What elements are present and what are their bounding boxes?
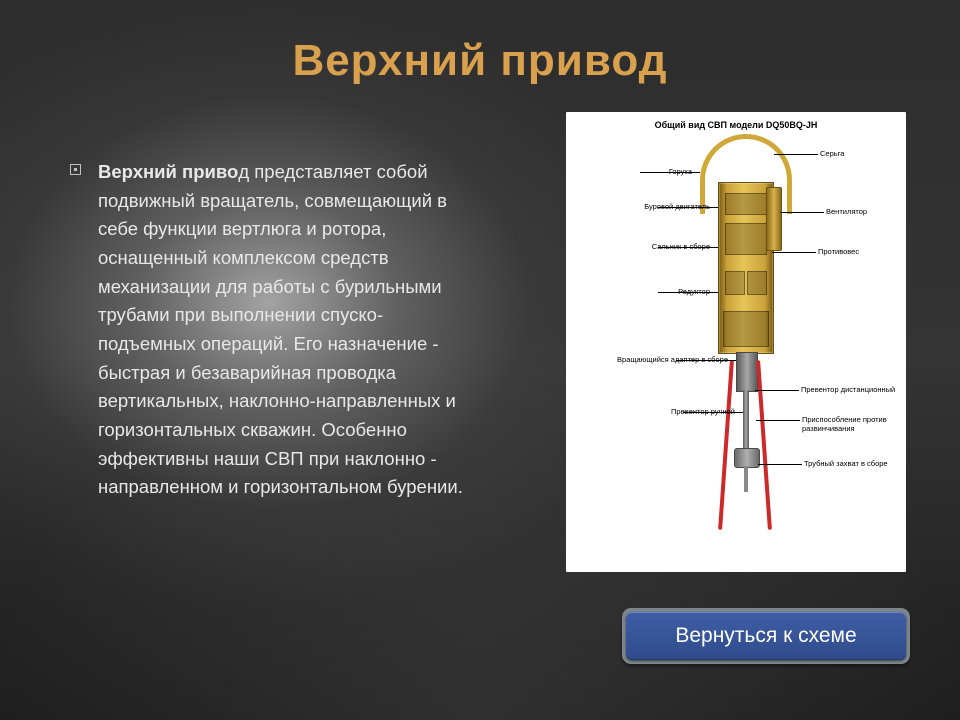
diagram-leader: [758, 464, 802, 465]
body-bold-tail: д: [238, 161, 249, 182]
body-text: Верхний привод представляет собой подвиж…: [98, 158, 468, 502]
top-drive-diagram: Общий вид СВП модели DQ50BQ-JH ГорукаБур…: [566, 112, 906, 572]
diagram-leader: [658, 247, 718, 248]
diagram-pipe-clamp: [734, 448, 760, 468]
diagram-leader: [774, 154, 818, 155]
diagram-label-right: Трубный захват в сборе: [804, 460, 902, 469]
body-rest: представляет собой подвижный вращатель, …: [98, 161, 463, 497]
diagram-leader: [756, 420, 800, 421]
diagram-label-right: Противовес: [818, 248, 902, 257]
diagram-label-right: Приспособление против развинчивания: [802, 416, 902, 433]
diagram-leader: [755, 390, 799, 391]
diagram-label-right: Вентилятор: [826, 208, 902, 217]
diagram-link-left: [718, 360, 734, 530]
diagram-stem-lower: [744, 466, 748, 492]
diagram-link-right: [756, 360, 772, 530]
return-button-frame: Вернуться к схеме: [622, 608, 910, 664]
diagram-leader: [676, 360, 736, 361]
diagram-leader: [640, 172, 700, 173]
diagram-label-right: Превентор дистанционный: [801, 386, 902, 395]
diagram-title: Общий вид СВП модели DQ50BQ-JH: [566, 120, 906, 130]
diagram-leader: [658, 292, 718, 293]
body-bold: Верхний приво: [98, 161, 238, 182]
diagram-leader: [780, 212, 824, 213]
bullet-marker: [70, 164, 81, 175]
diagram-label-right: Серьга: [820, 150, 902, 159]
page-title: Верхний привод: [0, 36, 960, 86]
diagram-stem: [743, 390, 749, 448]
diagram-adapter: [736, 352, 758, 392]
diagram-motor: [766, 187, 782, 251]
return-button[interactable]: Вернуться к схеме: [626, 612, 906, 660]
diagram-leader: [772, 252, 816, 253]
diagram-leader: [658, 207, 718, 208]
diagram-leader: [683, 412, 743, 413]
